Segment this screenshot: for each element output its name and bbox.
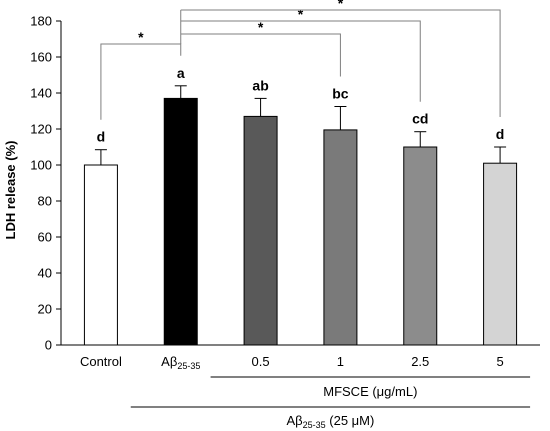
y-tick-label: 20 [38,302,52,317]
bar [243,115,278,346]
x-tick-label-main: Control [80,354,122,369]
group-label-abeta-main: Aβ [286,413,302,428]
x-tick-label-main: 2.5 [411,354,429,369]
significance-bracket [180,20,421,102]
y-tick-label: 80 [38,194,52,209]
group-label-mfsce: MFSCE (μg/mL) [323,384,417,399]
bar [163,97,198,346]
bar [403,146,438,346]
axes: 0 20 40 60 80 100 120 140 160 180 [30,14,540,353]
significance-letter: a [177,65,185,81]
y-axis-label: LDH release (%) [3,141,18,240]
x-tick-label: 1 [337,354,344,369]
bars: d Control a Aβ25-35 ab 0.5 bc 1 cd 2.5 d 5 [80,65,518,371]
significance-bracket [180,33,341,77]
group-label-abeta-sub: 25-35 [303,420,326,430]
significance-letter: bc [332,86,349,102]
significance-star: * [258,19,264,35]
significance-star: * [138,29,144,45]
y-tick-label: 40 [38,266,52,281]
y-tick-label: 180 [30,14,52,29]
x-tick-label-main: 1 [337,354,344,369]
significance-bracket [180,9,501,117]
y-tick-label: 60 [38,230,52,245]
significance-star: * [298,6,304,22]
significance-letter: cd [412,111,428,127]
annotations: ****MFSCE (μg/mL)Aβ25-35 (25 μM) [100,0,531,430]
significance-bracket [100,43,182,120]
x-tick-label-main: 5 [496,354,503,369]
significance-star: * [338,0,344,11]
bar [323,129,358,346]
y-tick-label: 140 [30,86,52,101]
x-tick-label: Aβ25-35 [161,354,200,371]
x-tick-label: Control [80,354,122,369]
group-label-abeta: Aβ25-35 (25 μM) [286,413,374,430]
bar [483,162,518,346]
y-tick-label: 0 [45,338,52,353]
y-tick-label: 120 [30,122,52,137]
bar [83,164,118,346]
significance-letter: d [496,126,505,142]
y-tick-label: 100 [30,158,52,173]
y-tick-label: 160 [30,50,52,65]
significance-letter: ab [252,77,268,93]
x-tick-label: 0.5 [252,354,270,369]
significance-letter: d [97,129,106,145]
group-label-abeta-suffix: (25 μM) [326,413,375,428]
x-tick-label-main: Aβ [161,354,177,369]
x-tick-label-subscript: 25-35 [177,361,200,371]
x-tick-label-main: 0.5 [252,354,270,369]
x-tick-label: 2.5 [411,354,429,369]
x-tick-label: 5 [496,354,503,369]
